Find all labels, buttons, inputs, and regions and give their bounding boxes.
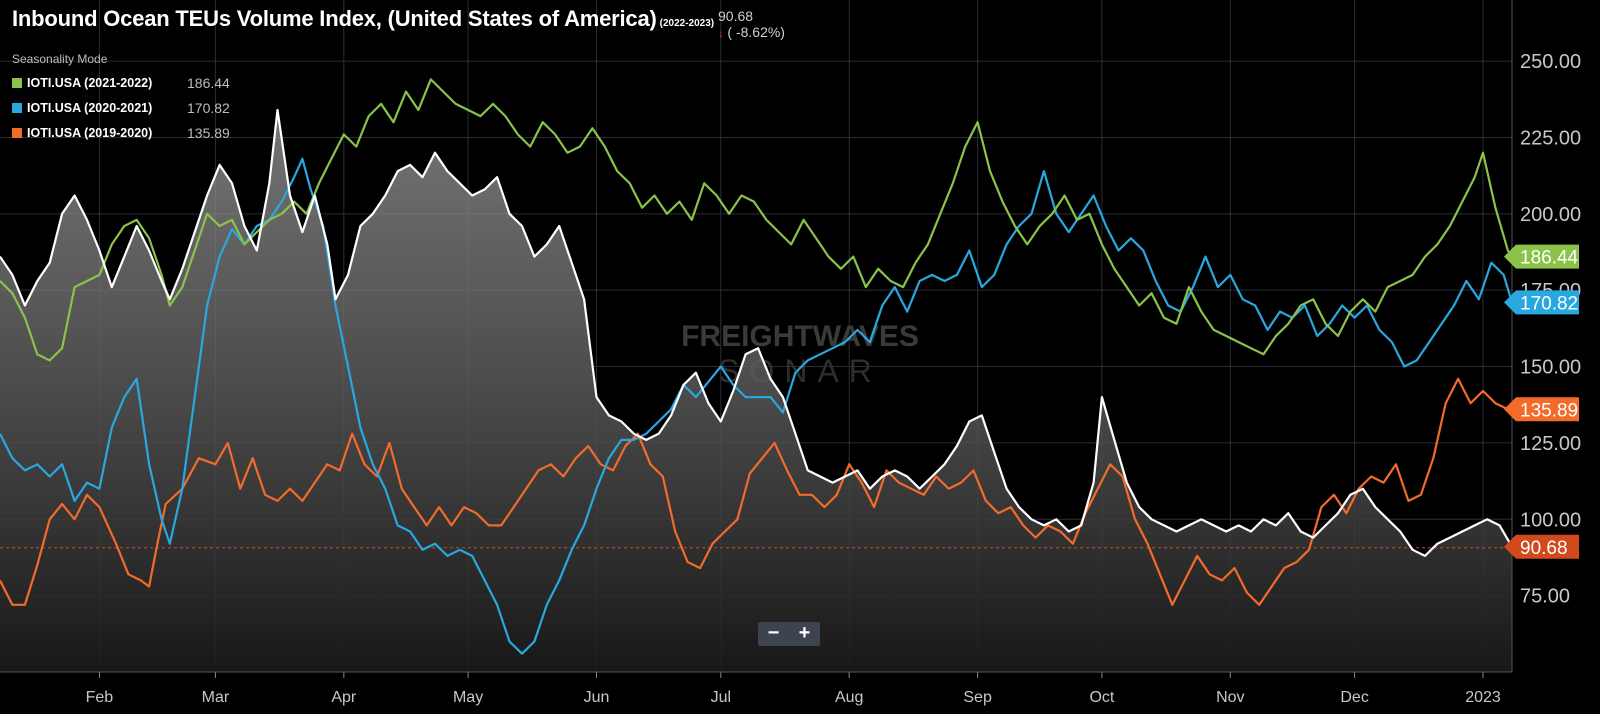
- watermark-line1: FREIGHTWAVES: [681, 320, 919, 353]
- last-value-tag-text: 186.44: [1520, 248, 1579, 269]
- last-value-tag: [1504, 244, 1579, 269]
- last-value-tag-text: 90.68: [1520, 538, 1568, 559]
- y-tick-label: 125.00: [1520, 433, 1581, 455]
- x-tick-label: Dec: [1340, 689, 1368, 706]
- watermark: FREIGHTWAVES SONAR: [681, 320, 919, 389]
- legend-item[interactable]: IOTI.USA (2021-2022) 186.44: [12, 70, 230, 95]
- zoom-out-button[interactable]: −: [767, 622, 780, 644]
- zoom-controls: − +: [758, 622, 820, 646]
- y-tick-label: 200.00: [1520, 204, 1581, 226]
- legend-value: 186.44: [187, 74, 230, 91]
- series-line: [0, 108, 1513, 557]
- series-lines: [0, 78, 1514, 655]
- x-tick-label: Aug: [835, 689, 863, 706]
- last-value-tag: [1504, 534, 1579, 559]
- zoom-in-button[interactable]: +: [798, 622, 811, 644]
- x-tick-label: Sep: [963, 689, 992, 706]
- legend-swatch: [12, 102, 22, 113]
- last-value-tag-text: 170.82: [1520, 293, 1578, 314]
- legend-swatch: [12, 127, 22, 138]
- y-tick-label: 225.00: [1520, 127, 1581, 149]
- last-value-tag: [1504, 290, 1579, 315]
- down-arrow-icon: ↓: [718, 28, 724, 40]
- y-tick-label: 75.00: [1520, 586, 1570, 608]
- legend-value: 135.89: [187, 124, 230, 141]
- y-tick-label: 250.00: [1520, 51, 1581, 73]
- x-tick-label: Feb: [86, 689, 114, 706]
- last-value-tag-text: 135.89: [1520, 400, 1578, 421]
- mode-label: Seasonality Mode: [12, 52, 108, 66]
- legend-name: IOTI.USA (2019-2020): [27, 125, 153, 140]
- legend: IOTI.USA (2021-2022) 186.44 IOTI.USA (20…: [12, 70, 230, 145]
- y-tick-label: 150.00: [1520, 357, 1581, 379]
- x-tick-label: Jul: [711, 689, 731, 706]
- legend-name: IOTI.USA (2021-2022): [27, 75, 153, 90]
- legend-item[interactable]: IOTI.USA (2019-2020) 135.89: [12, 120, 230, 145]
- last-value-tag: [1504, 397, 1579, 422]
- y-tick-label: 100.00: [1520, 509, 1581, 531]
- x-tick-label: Oct: [1089, 689, 1114, 706]
- last-value-block: 90.68 ↓ ( -8.62%): [718, 8, 785, 42]
- legend-value: 170.82: [187, 99, 230, 116]
- axes: 250.00225.00200.00175.00150.00125.00100.…: [0, 0, 1581, 706]
- legend-name: IOTI.USA (2020-2021): [27, 100, 153, 115]
- series-line: [0, 157, 1514, 655]
- period-label: (2022-2023): [659, 18, 715, 29]
- area-fill: [0, 110, 1512, 672]
- x-tick-label: May: [453, 689, 483, 706]
- x-tick-label: Nov: [1216, 689, 1244, 706]
- last-value-labels: 135.89 170.82 186.44 90.68: [1504, 244, 1579, 559]
- legend-item[interactable]: IOTI.USA (2020-2021) 170.82: [12, 95, 230, 120]
- legend-swatch: [12, 77, 22, 88]
- x-tick-label: Mar: [202, 689, 230, 706]
- x-tick-label: Jun: [584, 689, 610, 706]
- change-text: ↓ ( -8.62%): [718, 24, 785, 42]
- series-line: [0, 377, 1509, 606]
- highlight-series-area: [0, 110, 1512, 672]
- x-tick-label: Apr: [331, 689, 357, 706]
- chart-header: Inbound Ocean TEUs Volume Index, (United…: [12, 6, 714, 32]
- last-value: 90.68: [718, 8, 754, 24]
- chart-title: Inbound Ocean TEUs Volume Index, (United…: [12, 6, 657, 31]
- x-tick-label: 2023: [1465, 689, 1501, 706]
- change-value: ( -8.62%): [727, 24, 785, 40]
